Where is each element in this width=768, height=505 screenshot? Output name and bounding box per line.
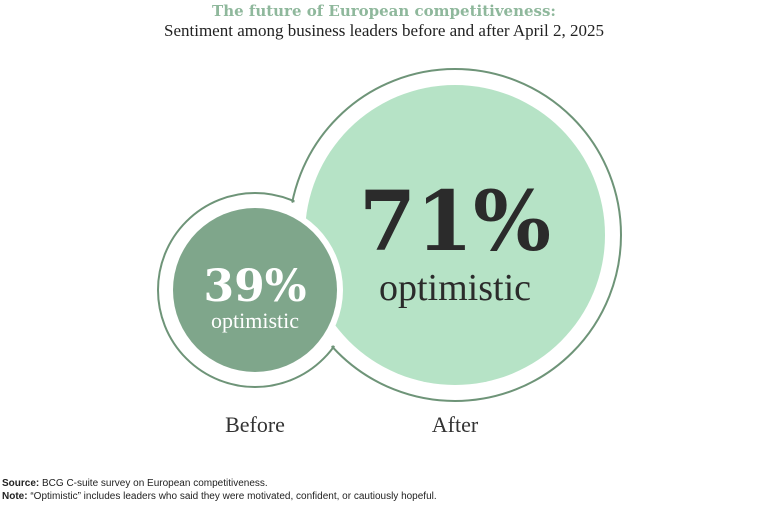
source-text: BCG C-suite survey on European competiti… [39, 478, 268, 489]
after-value-label: 71% [359, 174, 551, 270]
before-bubble [173, 208, 337, 372]
after-category-label: After [432, 412, 479, 437]
source-note: Source: BCG C-suite survey on European c… [2, 478, 268, 489]
after-bubble [305, 85, 605, 385]
chart-subtitle: Sentiment among business leaders before … [164, 21, 604, 40]
after-sublabel: optimistic [379, 267, 531, 309]
before-sublabel: optimistic [211, 308, 299, 333]
source-label: Source: [2, 478, 40, 489]
note-label: Note: [2, 491, 28, 502]
before-category-label: Before [225, 412, 285, 437]
definition-note: Note: “Optimistic” includes leaders who … [2, 491, 437, 502]
before-value-label: 39% [203, 261, 306, 312]
note-text: “Optimistic” includes leaders who said t… [27, 491, 437, 502]
chart-title: The future of European competitiveness: [212, 2, 556, 20]
